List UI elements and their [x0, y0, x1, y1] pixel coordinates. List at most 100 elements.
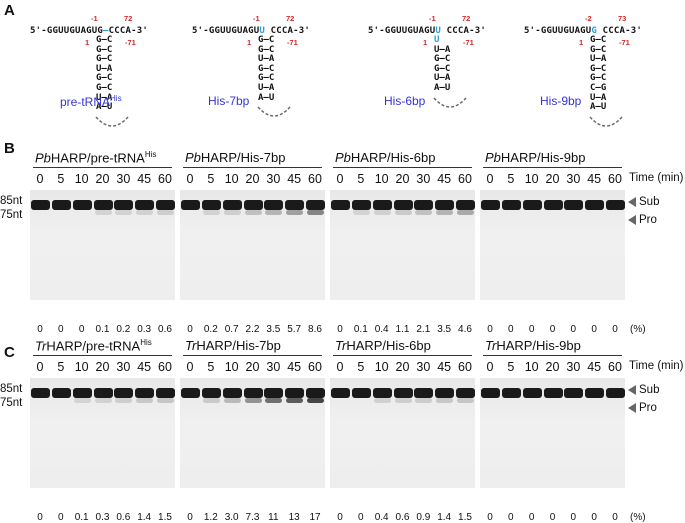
base-pair: G—C	[96, 82, 113, 93]
time-point: 20	[95, 172, 110, 186]
time-point: 5	[207, 360, 215, 374]
stem-pairs: G—C G—C G—C U—A G—C G—C U—A A—U	[96, 35, 126, 113]
substrate-band	[543, 388, 563, 398]
time-point: 10	[374, 172, 389, 186]
percent-value: 3.0	[224, 512, 239, 523]
product-band	[265, 210, 283, 215]
base-pair: G—C	[434, 54, 451, 65]
percent-value: 0	[591, 512, 597, 523]
base-pair: C—G	[590, 82, 607, 93]
pro-label: Pro	[628, 402, 657, 414]
substrate-band	[72, 200, 92, 210]
time-point: 20	[245, 360, 260, 374]
base-pair: G—C	[96, 44, 113, 55]
sub-text: Sub	[639, 196, 660, 208]
time-point: 0	[186, 172, 194, 186]
time-point: 20	[95, 360, 110, 374]
position-number: -2	[585, 14, 592, 23]
construct-label: His-7bp	[208, 94, 250, 108]
base-pair: G—C	[590, 44, 607, 55]
percent-value: 1.5	[158, 512, 172, 523]
gel-title: PbHARP/His-7bp	[185, 150, 285, 165]
time-point: 30	[116, 172, 131, 186]
substrate-band	[331, 388, 350, 398]
base-pair: A—U	[590, 102, 607, 113]
gel-title-text: HARP/pre-tRNA	[50, 150, 145, 166]
time-point: 45	[287, 360, 302, 374]
product-band	[136, 210, 154, 215]
percent-value: 0.4	[374, 512, 389, 523]
gel-title: PbHARP/His-6bp	[335, 150, 435, 165]
base-pair: G—C	[590, 35, 607, 45]
product-band	[307, 210, 324, 215]
rna-construct: -1 72 5'-GGUUGUAGUG—CCCA-3' 1 -71 G—C G—C G—C U—…	[30, 14, 190, 134]
percent-value: 5.7	[287, 324, 302, 335]
product-band	[202, 398, 220, 403]
arrow-icon	[628, 214, 636, 225]
title-rule	[333, 355, 472, 356]
title-rule	[183, 167, 322, 168]
substrate-band	[522, 388, 542, 398]
substrate-band	[264, 388, 284, 398]
substrate-band	[435, 388, 455, 398]
substrate-band	[585, 388, 605, 398]
arrow-icon	[628, 402, 636, 413]
base-pair: U—A	[96, 63, 113, 74]
substrate-band	[372, 388, 392, 398]
time-point: 0	[486, 172, 494, 186]
percent-value: 0	[549, 324, 556, 335]
gel-title-text: HARP/His-6bp	[346, 338, 431, 353]
substrate-band	[564, 388, 584, 398]
loop-arc	[257, 106, 291, 117]
gel-title: TrHARP/pre-tRNAHis	[35, 338, 152, 353]
gel-image	[330, 190, 475, 300]
percent-value: 0.3	[95, 512, 110, 523]
product-band	[157, 398, 174, 403]
percent-value: 0	[78, 324, 85, 335]
gel-title: PbHARP/pre-tRNAHis	[35, 150, 156, 165]
position-number: -1	[429, 14, 436, 23]
percent-unit: (%)	[630, 512, 646, 523]
substrate-band	[351, 388, 371, 398]
product-band	[352, 210, 370, 215]
percent-value: 0	[37, 512, 43, 523]
product-band	[244, 210, 262, 215]
percent-value: 0.2	[203, 324, 218, 335]
time-point: 60	[158, 360, 172, 374]
panel-c-letter: C	[4, 344, 15, 361]
substrate-band	[456, 200, 475, 210]
time-point: 0	[486, 360, 494, 374]
sequence-5prime: 5'-GGUUGUAGU	[368, 26, 436, 36]
percent-value: 0.6	[158, 324, 172, 335]
position-number: 1	[579, 38, 584, 47]
product-band	[202, 210, 220, 215]
product-band	[223, 210, 241, 215]
panel-a-letter: A	[4, 2, 15, 19]
time-point: 0	[336, 172, 344, 186]
base-pair: U	[434, 35, 440, 45]
sequence-line: 5'-GGUUGUAGUU CCCA-3'	[368, 26, 486, 36]
substrate-band	[51, 200, 71, 210]
product-band	[136, 398, 154, 403]
time-point: 45	[437, 360, 452, 374]
percent-value: 0	[337, 512, 343, 523]
substrate-band	[135, 388, 155, 398]
base-pair: G—C	[96, 35, 113, 45]
time-point: 30	[566, 172, 581, 186]
percent-unit: (%)	[630, 324, 646, 335]
time-point: 5	[507, 172, 515, 186]
time-point: 10	[74, 172, 89, 186]
gel-image	[180, 378, 325, 488]
gel-image	[330, 378, 475, 488]
product-band	[265, 398, 283, 403]
gel-image	[180, 190, 325, 300]
time-point: 5	[507, 360, 515, 374]
percent-value: 1.1	[395, 324, 410, 335]
substrate-band	[156, 200, 175, 210]
sequence-3prime: CCCA-3'	[270, 26, 311, 36]
percent-value: 0.1	[95, 324, 110, 335]
time-point: 45	[287, 172, 302, 186]
percent-value: 11	[268, 512, 279, 523]
construct-name: His-9bp	[540, 94, 581, 108]
rna-construct: -2 73 5'-GGUUGUAGUG CCCA-3' 1 -71 G—C G—C U—A G—…	[524, 14, 684, 134]
